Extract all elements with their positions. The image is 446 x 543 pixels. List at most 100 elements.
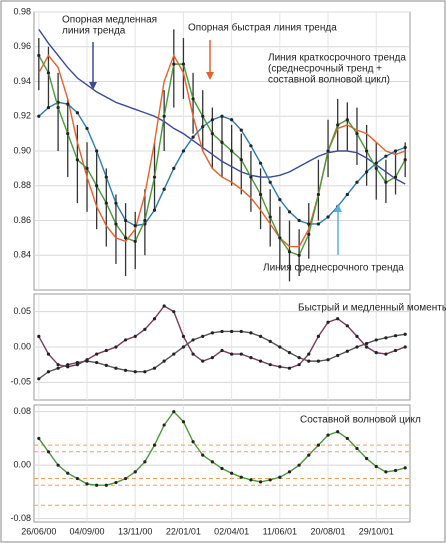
- marker: [191, 97, 195, 101]
- panel: -0.05 0.00 0.05: [10, 293, 411, 401]
- marker: [104, 201, 108, 205]
- marker: [220, 466, 224, 471]
- marker: [393, 468, 398, 473]
- marker: [220, 114, 224, 118]
- marker: [287, 250, 292, 254]
- marker: [95, 360, 99, 365]
- marker: [104, 483, 108, 487]
- marker: [162, 359, 166, 363]
- annotation: Линия краткосрочного тренда: [268, 53, 406, 64]
- panel: 0.84 0.86 0.88 0.90 0.92 0.94 0.96 0.98: [13, 6, 411, 291]
- marker: [384, 336, 388, 340]
- marker: [152, 443, 157, 447]
- annotation: Опорная медленная: [62, 15, 157, 26]
- marker: [66, 102, 70, 106]
- marker: [287, 351, 292, 355]
- marker: [374, 351, 378, 355]
- marker: [114, 201, 118, 205]
- marker: [374, 464, 378, 469]
- marker: [152, 317, 157, 321]
- series-line: [38, 53, 406, 248]
- marker: [114, 366, 118, 370]
- marker: [326, 320, 330, 324]
- annotation: составной волновой цикл): [268, 75, 390, 86]
- marker: [191, 135, 195, 139]
- marker: [162, 423, 166, 427]
- marker: [172, 352, 176, 356]
- marker: [230, 471, 234, 475]
- marker: [374, 166, 378, 170]
- marker: [258, 192, 263, 197]
- marker: [46, 71, 51, 75]
- marker: [210, 331, 214, 335]
- y-tick-label: 0.84: [13, 250, 31, 260]
- x-tick-label: 29/10/01: [359, 526, 394, 536]
- marker: [75, 158, 79, 162]
- marker: [297, 463, 301, 467]
- marker: [104, 175, 108, 179]
- marker: [365, 341, 369, 346]
- annotation: Быстрый и медленный моменты: [298, 303, 446, 314]
- marker: [172, 410, 176, 414]
- marker: [326, 358, 330, 362]
- marker: [114, 222, 118, 226]
- arrowhead: [206, 72, 214, 80]
- arrowhead: [334, 204, 342, 212]
- marker: [365, 149, 369, 153]
- marker: [37, 114, 41, 118]
- marker: [336, 353, 340, 358]
- marker: [66, 363, 70, 367]
- marker: [191, 338, 195, 342]
- marker: [123, 476, 128, 481]
- marker: [143, 370, 147, 374]
- marker: [287, 470, 292, 474]
- marker: [210, 118, 214, 122]
- marker: [239, 352, 243, 356]
- annotation: Опорная быстрая линия тренда: [188, 22, 337, 34]
- marker: [37, 436, 41, 441]
- marker: [249, 478, 253, 482]
- marker: [133, 470, 137, 474]
- marker: [297, 356, 301, 360]
- marker: [201, 334, 205, 338]
- x-tick-label: 22/01/01: [166, 526, 201, 536]
- marker: [104, 348, 108, 353]
- marker: [123, 368, 128, 372]
- marker: [336, 317, 340, 321]
- marker: [239, 128, 243, 132]
- marker: [172, 62, 176, 66]
- marker: [201, 114, 205, 118]
- marker: [143, 460, 147, 464]
- marker: [220, 329, 224, 334]
- marker: [278, 198, 282, 202]
- y-tick-label: 0.05: [13, 306, 31, 316]
- marker: [403, 158, 407, 162]
- marker: [258, 161, 263, 165]
- marker: [162, 304, 166, 308]
- marker: [345, 192, 349, 197]
- marker: [326, 215, 330, 219]
- marker: [355, 180, 359, 184]
- marker: [152, 208, 157, 212]
- marker: [123, 218, 128, 223]
- marker: [239, 475, 243, 479]
- marker: [143, 218, 147, 223]
- marker: [85, 166, 89, 170]
- marker: [268, 339, 272, 343]
- y-tick-label: 0.94: [13, 76, 31, 86]
- marker: [172, 310, 176, 314]
- marker: [95, 149, 99, 153]
- marker: [220, 348, 224, 353]
- x-tick-label: 04/09/00: [70, 526, 105, 536]
- annotation: Линия среднесрочного тренда: [263, 263, 404, 274]
- marker: [46, 450, 51, 454]
- marker: [181, 149, 186, 153]
- marker: [278, 475, 282, 479]
- y-tick-label: 0.98: [13, 6, 31, 16]
- marker: [37, 334, 41, 338]
- panel: -0.08 0.00 0.08 26/06/00 04/09/00 13/11/00 22/…: [10, 404, 411, 536]
- marker: [162, 187, 166, 191]
- marker: [268, 180, 272, 184]
